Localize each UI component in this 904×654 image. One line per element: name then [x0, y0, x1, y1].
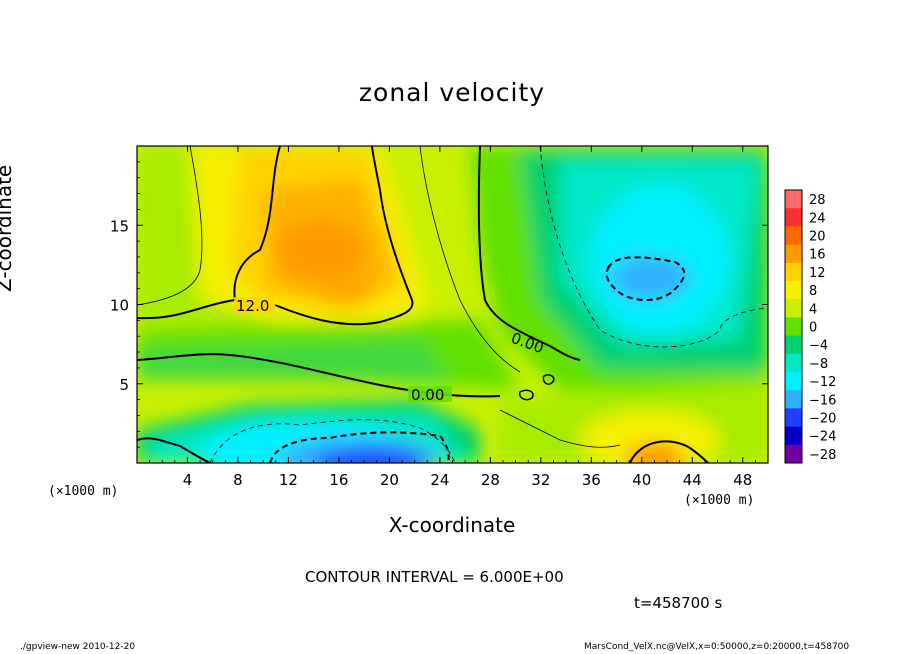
x-tick-label: 8	[233, 471, 243, 489]
footer-right: MarsCond_VelX.nc@VelX,x=0:50000,z=0:2000…	[584, 642, 850, 652]
colorbar: 28 24 20 16 12 8 4 0 −4 −8 −12 −16 −20 −24 −28	[784, 189, 836, 464]
colorbar-frame	[784, 189, 803, 464]
time-stamp: t=458700 s	[634, 594, 723, 612]
colorbar-label: 24	[809, 211, 826, 226]
colorbar-label: 0	[809, 321, 817, 336]
colorbar-swatch	[785, 226, 802, 246]
colorbar-label: −28	[809, 448, 836, 463]
x-tick-label: 12	[279, 471, 298, 489]
colorbar-swatch	[785, 444, 802, 464]
colorbar-label: 4	[809, 302, 817, 317]
colorbar-label: −24	[809, 430, 836, 445]
x-tick-label: 16	[329, 471, 348, 489]
colorbar-swatch	[785, 281, 802, 300]
colorbar-swatch	[785, 390, 802, 409]
x-tick-label: 24	[430, 471, 449, 489]
y-tick-label: 15	[110, 217, 129, 235]
chart-title: zonal velocity	[358, 78, 546, 107]
colorbar-swatch	[785, 299, 802, 318]
x-tick-label: 36	[582, 471, 601, 489]
y-axis-ticks: 5 10 15	[110, 161, 768, 448]
colorbar-label: −16	[809, 393, 836, 408]
x-tick-label: 48	[733, 471, 752, 489]
colorbar-label: −20	[809, 412, 836, 427]
colorbar-label: 8	[809, 284, 817, 299]
x-tick-label: 44	[683, 471, 702, 489]
colorbar-label: −12	[809, 375, 836, 390]
colorbar-swatch	[785, 426, 802, 446]
colorbar-swatch	[785, 317, 802, 337]
x-axis-label: X-coordinate	[388, 513, 516, 537]
contour-label-zero-mid: 0.00	[411, 386, 444, 404]
colorbar-swatch	[785, 353, 802, 373]
x-axis-ticks: 4 8 12 16 20 24 28 32 36 40 44 48	[149, 146, 756, 489]
x-tick-label: 4	[183, 471, 193, 489]
y-tick-label: 10	[110, 297, 129, 315]
colorbar-swatch	[785, 244, 802, 264]
colorbar-label: −8	[809, 357, 828, 372]
x-tick-label: 28	[481, 471, 500, 489]
x-tick-label: 20	[380, 471, 399, 489]
colorbar-swatch	[785, 335, 802, 355]
x-tick-label: 32	[531, 471, 550, 489]
colorbar-swatch	[785, 372, 802, 391]
x-unit-label-left: (×1000 m)	[48, 484, 119, 499]
colorbar-swatch	[785, 408, 802, 428]
colorbar-label: 28	[809, 193, 826, 208]
contour-interval-note: CONTOUR INTERVAL = 6.000E+00	[305, 568, 564, 586]
x-unit-label-right: (×1000 m)	[684, 493, 755, 508]
colorbar-swatch	[785, 190, 802, 209]
y-tick-label: 5	[119, 376, 129, 394]
colorbar-label: 20	[809, 230, 826, 245]
contour-label-12: 12.0	[236, 297, 269, 315]
footer-left: ./gpview-new 2010-12-20	[20, 642, 136, 652]
colorbar-label: −4	[809, 339, 828, 354]
colorbar-swatch	[785, 208, 802, 227]
colorbar-label: 12	[809, 266, 826, 281]
colorbar-swatch	[785, 262, 802, 282]
plot-field	[137, 146, 768, 463]
colorbar-label: 16	[809, 248, 826, 263]
x-tick-label: 40	[632, 471, 651, 489]
